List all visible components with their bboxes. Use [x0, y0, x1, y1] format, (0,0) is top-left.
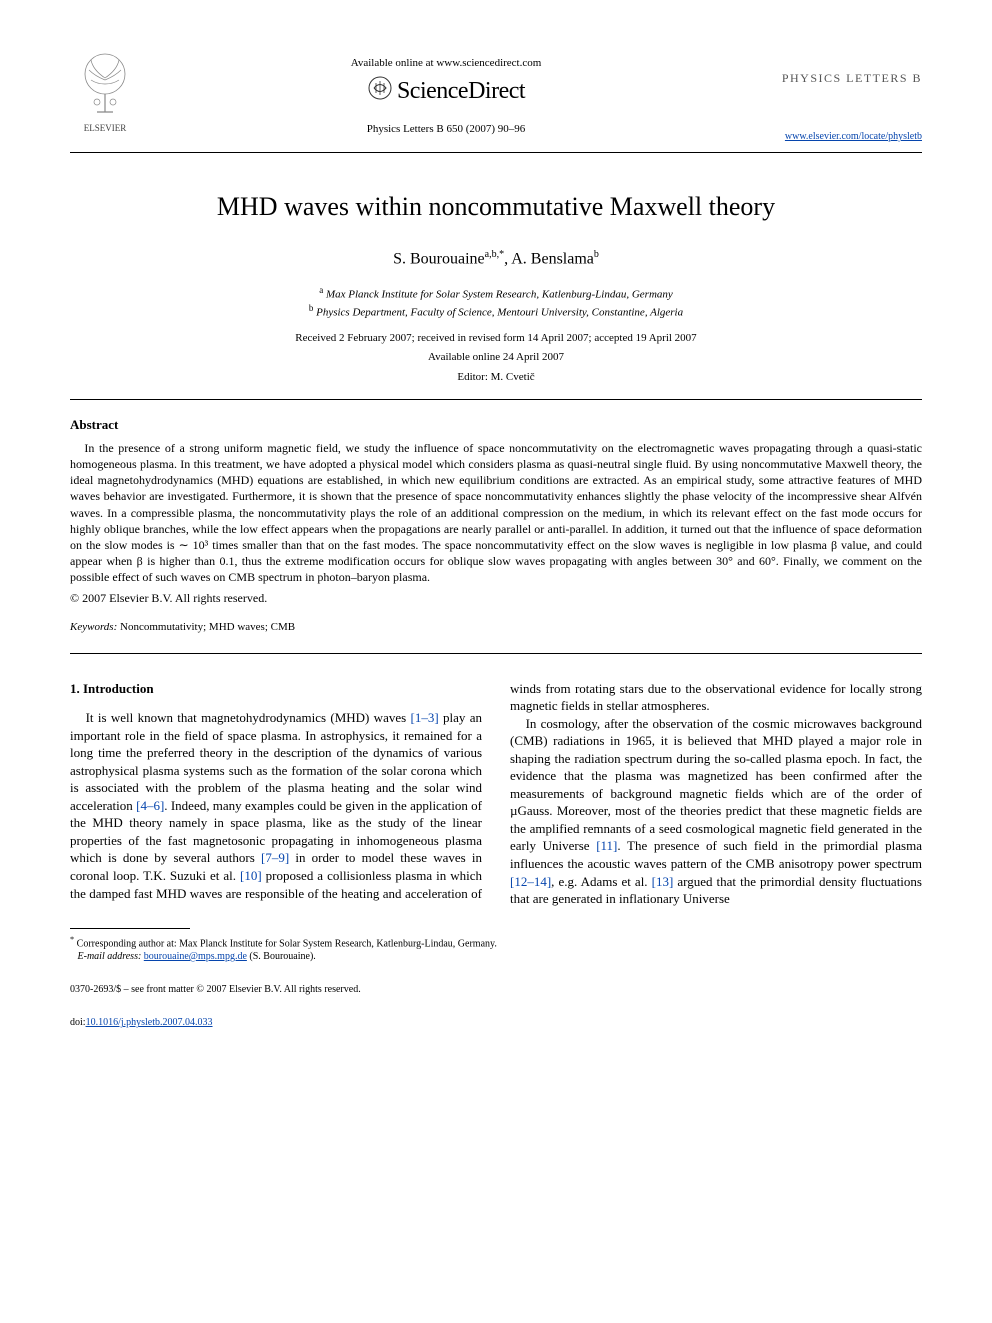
abstract-heading: Abstract	[70, 416, 922, 434]
sciencedirect-icon	[367, 75, 393, 110]
keywords-values: Noncommutativity; MHD waves; CMB	[120, 621, 295, 633]
affiliation-a: a Max Planck Institute for Solar System …	[70, 284, 922, 303]
copyright-line: © 2007 Elsevier B.V. All rights reserved…	[70, 590, 922, 606]
publisher-name: ELSEVIER	[70, 122, 140, 134]
available-online-text: Available online at www.sciencedirect.co…	[140, 56, 752, 71]
corresponding-author-footnote: * Corresponding author at: Max Planck In…	[70, 935, 922, 950]
ref-1-3[interactable]: [1–3]	[411, 710, 439, 725]
affiliations: a Max Planck Institute for Solar System …	[70, 284, 922, 321]
abstract-top-rule	[70, 399, 922, 400]
abstract-bottom-rule	[70, 653, 922, 654]
ref-11[interactable]: [11]	[596, 838, 617, 853]
ref-13[interactable]: [13]	[652, 874, 674, 889]
publisher-logo: ELSEVIER	[70, 50, 140, 134]
page-header: ELSEVIER Available online at www.science…	[70, 50, 922, 144]
body-columns: 1. Introduction It is well known that ma…	[70, 680, 922, 908]
issn-copyright-line: 0370-2693/$ – see front matter © 2007 El…	[70, 983, 922, 997]
footnote-separator	[70, 928, 190, 929]
affiliation-b: b Physics Department, Faculty of Science…	[70, 302, 922, 321]
header-rule	[70, 152, 922, 153]
right-header: PHYSICS LETTERS B www.elsevier.com/locat…	[752, 50, 922, 144]
doi-link[interactable]: 10.1016/j.physletb.2007.04.033	[86, 1017, 213, 1028]
journal-display-name: PHYSICS LETTERS B	[752, 70, 922, 86]
platform-logo: ScienceDirect	[140, 75, 752, 110]
received-dates: Received 2 February 2007; received in re…	[70, 331, 922, 346]
platform-name: ScienceDirect	[397, 78, 525, 104]
ref-4-6[interactable]: [4–6]	[136, 798, 164, 813]
author-1: S. Bourouaine	[393, 250, 485, 267]
doi-line: doi:10.1016/j.physletb.2007.04.033	[70, 1016, 922, 1030]
keywords-line: Keywords: Noncommutativity; MHD waves; C…	[70, 620, 922, 635]
author-1-affil: a,b,*	[485, 249, 504, 260]
corresponding-email-link[interactable]: bourouaine@mps.mpg.de	[144, 951, 247, 962]
ref-10[interactable]: [10]	[240, 868, 262, 883]
journal-reference: Physics Letters B 650 (2007) 90–96	[140, 122, 752, 137]
editor-line: Editor: M. Cvetič	[70, 370, 922, 385]
email-footnote: E-mail address: bourouaine@mps.mpg.de (S…	[70, 950, 922, 963]
author-2: A. Benslama	[511, 250, 594, 267]
abstract-body: In the presence of a strong uniform magn…	[70, 440, 922, 586]
center-header: Available online at www.sciencedirect.co…	[140, 50, 752, 137]
section-1-heading: 1. Introduction	[70, 680, 482, 698]
ref-7-9[interactable]: [7–9]	[261, 850, 289, 865]
ref-12-14[interactable]: [12–14]	[510, 874, 551, 889]
intro-paragraph-2: In cosmology, after the observation of t…	[510, 715, 922, 908]
authors-line: S. Bourouainea,b,*, A. Benslamab	[70, 248, 922, 270]
article-title: MHD waves within noncommutative Maxwell …	[70, 189, 922, 224]
keywords-label: Keywords:	[70, 621, 117, 633]
elsevier-tree-icon	[75, 50, 135, 120]
journal-homepage-link[interactable]: www.elsevier.com/locate/physletb	[785, 131, 922, 142]
available-online-date: Available online 24 April 2007	[70, 350, 922, 365]
author-2-affil: b	[594, 249, 599, 260]
